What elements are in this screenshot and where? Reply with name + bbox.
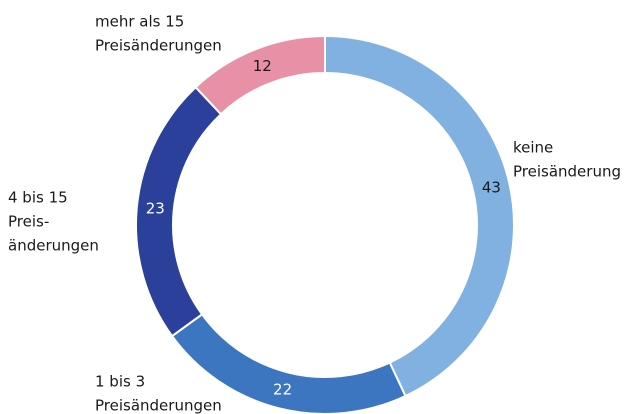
category-label: Preis- bbox=[8, 213, 49, 231]
category-label: änderungen bbox=[8, 237, 99, 255]
category-label: Preisänderungen bbox=[95, 37, 222, 55]
value-label: 23 bbox=[146, 199, 165, 217]
category-label: 1 bis 3 bbox=[95, 373, 145, 391]
category-label: keine bbox=[513, 139, 553, 157]
category-label: Preisänderungen bbox=[95, 397, 222, 414]
category-label: mehr als 15 bbox=[95, 13, 184, 31]
value-label: 12 bbox=[253, 57, 272, 75]
donut-segment bbox=[194, 34, 326, 116]
category-label: 4 bis 15 bbox=[8, 189, 68, 207]
value-label: 43 bbox=[482, 178, 501, 196]
donut-segment bbox=[324, 34, 515, 398]
category-label: Preisänderung bbox=[513, 163, 621, 181]
value-label: 22 bbox=[273, 381, 292, 399]
